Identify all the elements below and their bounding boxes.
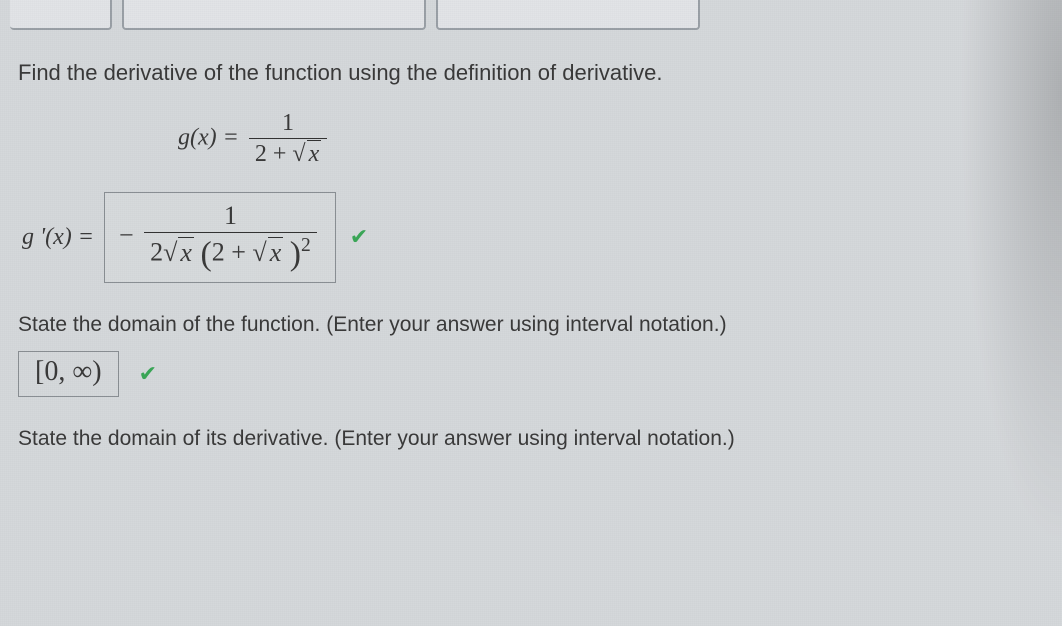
question-content: Find the derivative of the function usin…	[18, 60, 1044, 465]
sqrt-x: x	[292, 141, 321, 168]
derivative-denominator: 2x (2 + x )2	[144, 232, 317, 274]
denom-sqrt-2: x	[252, 238, 283, 268]
tabs-row	[0, 0, 1062, 34]
domain-derivative-prompt: State the domain of its derivative. (Ent…	[18, 427, 1044, 451]
denom-sqrt-1: x	[163, 238, 194, 268]
derivative-fraction: 1 2x (2 + x )2	[144, 201, 317, 274]
tab-partial-1[interactable]	[10, 0, 112, 30]
derivative-answer-input[interactable]: − 1 2x (2 + x )2	[104, 192, 336, 283]
fraction-numerator: 1	[249, 110, 327, 138]
denom-rad-1: x	[178, 237, 194, 267]
domain-function-prompt: State the domain of the function. (Enter…	[18, 313, 1044, 337]
check-icon: ✔	[350, 224, 368, 250]
tab-partial-3[interactable]	[436, 0, 700, 30]
derivative-numerator: 1	[144, 201, 317, 232]
close-paren: )	[290, 236, 301, 273]
minus-sign: −	[119, 220, 134, 249]
denom-rad-2: x	[268, 237, 284, 267]
tab-partial-2[interactable]	[122, 0, 426, 30]
fraction-denominator: 2 + x	[249, 138, 327, 168]
denom-coeff: 2	[150, 238, 163, 267]
function-lhs: g(x) =	[178, 125, 245, 151]
denom-exponent: 2	[301, 235, 311, 256]
derivative-lhs: g '(x) =	[22, 224, 94, 251]
paren-prefix: 2 +	[212, 238, 253, 267]
domain-function-answer: [0, ∞)	[35, 356, 102, 387]
check-icon: ✔	[139, 361, 157, 387]
function-definition: g(x) = 1 2 + x	[178, 110, 1044, 168]
function-fraction: 1 2 + x	[249, 110, 327, 168]
denominator-prefix: 2 +	[255, 141, 293, 167]
domain-function-input[interactable]: [0, ∞)	[18, 351, 119, 397]
question-prompt: Find the derivative of the function usin…	[18, 60, 1044, 86]
derivative-row: g '(x) = − 1 2x (2 + x )2 ✔	[18, 192, 1044, 283]
radicand: x	[307, 140, 322, 167]
domain-function-row: [0, ∞) ✔	[18, 351, 1044, 397]
open-paren: (	[200, 236, 211, 273]
